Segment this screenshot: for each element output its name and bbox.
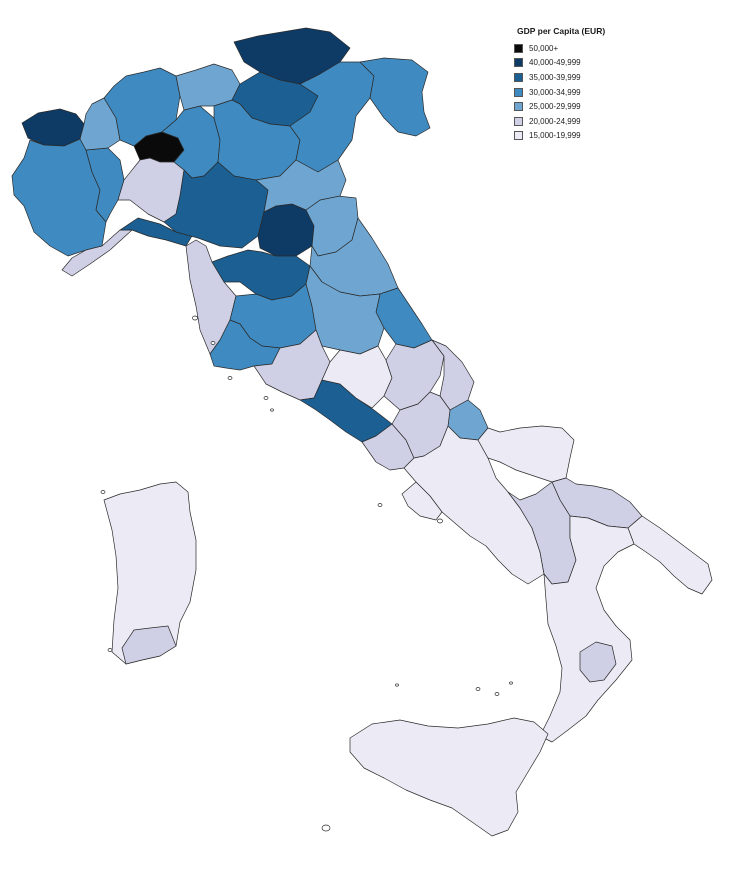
legend-swatch: [514, 87, 523, 97]
island: [270, 408, 274, 412]
legend-label: 25,000-29,999: [529, 102, 581, 112]
region-foggia: [477, 425, 575, 483]
region-molise: [391, 391, 451, 459]
region-bologna: [257, 203, 315, 257]
legend-item: 25,000-29,999: [514, 99, 654, 114]
province-regions: [11, 27, 713, 837]
island: [227, 376, 233, 380]
region-catanzaro: [579, 641, 617, 683]
island: [100, 490, 106, 494]
legend-title: GDP per Capita (EUR): [517, 26, 606, 36]
region-naples: [401, 481, 443, 521]
region-lombardy-north: [103, 67, 181, 147]
island: [437, 518, 443, 524]
region-calabria: [539, 515, 635, 743]
legend-item: 20,000-24,999: [514, 114, 654, 129]
island: [395, 683, 399, 687]
island: [192, 315, 198, 321]
region-pavia: [117, 157, 185, 223]
island: [263, 396, 269, 400]
island: [321, 824, 331, 832]
legend-items: 50,000+ 40,000-49,999 35,000-39,999 30,000-…: [514, 41, 654, 143]
legend-swatch: [514, 102, 523, 112]
island: [107, 648, 113, 652]
legend-label: 30,000-34,999: [529, 87, 581, 97]
region-marche-south: [375, 287, 433, 349]
legend-item: 40,000-49,999: [514, 56, 654, 71]
region-sardinia: [103, 481, 197, 665]
legend-label: 15,000-19,999: [529, 131, 581, 141]
legend-swatch: [514, 72, 523, 82]
legend-label: 40,000-49,999: [529, 58, 581, 68]
island: [210, 341, 216, 345]
legend-item: 15,000-19,999: [514, 129, 654, 144]
island: [509, 681, 513, 685]
legend-item: 35,000-39,999: [514, 70, 654, 85]
legend-label: 35,000-39,999: [529, 72, 581, 82]
island: [475, 687, 481, 691]
small-islands: [100, 315, 513, 832]
map-legend: GDP per Capita (EUR) 50,000+ 40,000-49,99…: [514, 26, 654, 143]
island: [494, 692, 500, 696]
legend-swatch: [514, 58, 523, 68]
region-friuli: [359, 57, 431, 137]
region-ferrara: [255, 159, 347, 213]
legend-swatch: [514, 43, 523, 53]
region-veneto-east: [289, 61, 375, 173]
legend-swatch: [514, 131, 523, 141]
region-piedmont-south: [85, 147, 125, 223]
legend-swatch: [514, 116, 523, 126]
legend-label: 20,000-24,999: [529, 116, 581, 126]
legend-item: 50,000+: [514, 41, 654, 56]
region-sicily: [349, 717, 549, 837]
region-cagliari: [121, 625, 177, 665]
region-salento: [627, 515, 713, 595]
island: [377, 503, 383, 507]
legend-item: 30,000-34,999: [514, 85, 654, 100]
legend-label: 50,000+: [529, 43, 559, 53]
region-liguria-genoa: [119, 217, 193, 247]
